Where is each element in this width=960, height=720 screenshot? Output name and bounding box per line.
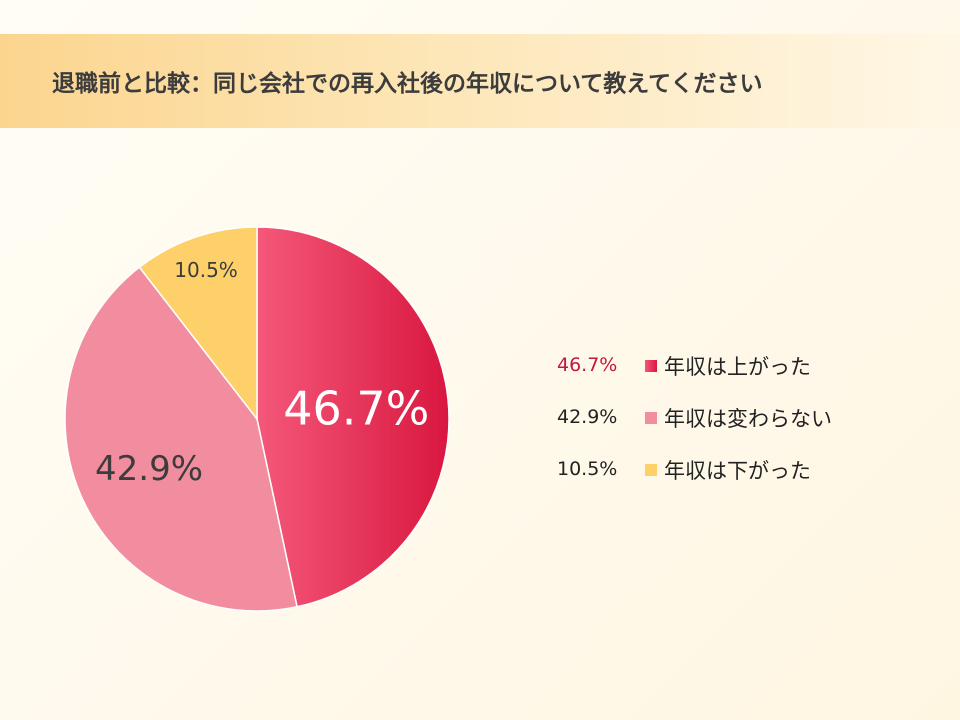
pie-label-same: 42.9% bbox=[95, 449, 203, 489]
legend-label-same: 年収は変わらない bbox=[664, 407, 832, 431]
legend-item-down: 10.5% 年収は下がった bbox=[557, 454, 947, 506]
pie-slices bbox=[64, 226, 450, 612]
legend-value-up: 46.7% bbox=[557, 354, 618, 376]
legend-value-same: 42.9% bbox=[557, 406, 618, 428]
chart-title: 退職前と比較：同じ会社での再入社後の年収について教えてください bbox=[52, 71, 763, 97]
pie-label-up: 46.7% bbox=[283, 382, 429, 436]
legend-label-up: 年収は上がった bbox=[664, 355, 811, 379]
legend-swatch-up bbox=[645, 360, 657, 372]
title-band: 退職前と比較：同じ会社での再入社後の年収について教えてください bbox=[0, 34, 960, 128]
legend-swatch-same bbox=[645, 412, 657, 424]
legend-swatch-down bbox=[645, 464, 657, 476]
legend: 46.7% 年収は上がった 42.9% 年収は変わらない 10.5% 年収は下が… bbox=[557, 350, 947, 506]
pie-slice-labels: 46.7% 42.9% 10.5% bbox=[95, 258, 429, 489]
legend-item-up: 46.7% 年収は上がった bbox=[557, 350, 947, 402]
legend-label-down: 年収は下がった bbox=[664, 459, 811, 483]
pie-slice-same bbox=[64, 266, 298, 612]
legend-item-same: 42.9% 年収は変わらない bbox=[557, 402, 947, 454]
pie-slice-down bbox=[138, 226, 258, 422]
pie-slice-up bbox=[256, 226, 450, 608]
legend-value-down: 10.5% bbox=[557, 458, 618, 480]
pie-label-down: 10.5% bbox=[174, 258, 238, 282]
